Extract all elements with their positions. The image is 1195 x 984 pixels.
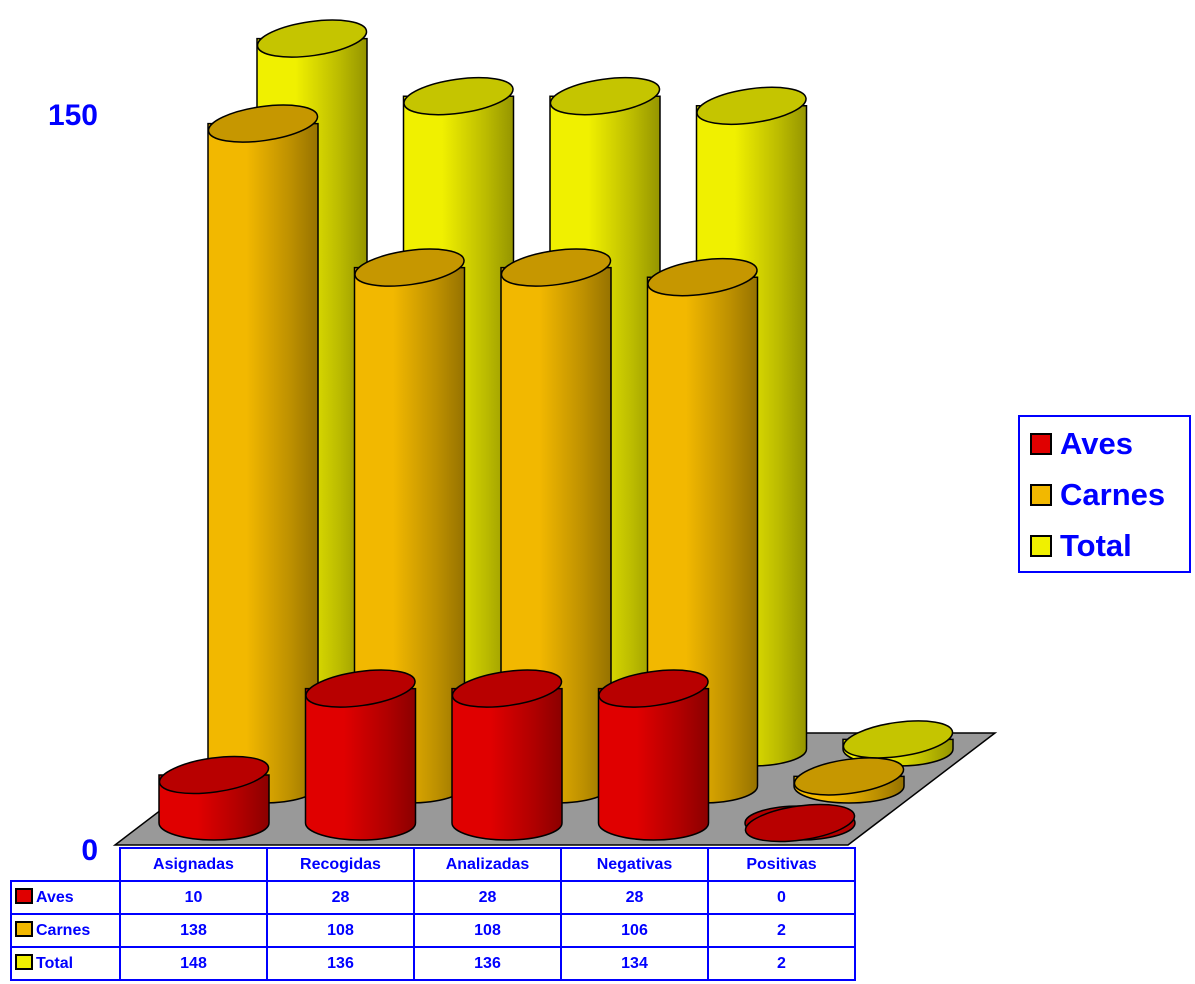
column-header: Positivas bbox=[707, 847, 856, 882]
data-table-row-total: Total 148 136 136 134 2 bbox=[10, 946, 856, 981]
bars-group bbox=[158, 19, 954, 843]
table-cell: 136 bbox=[266, 946, 415, 981]
data-table-row-carnes: Carnes 138 108 108 106 2 bbox=[10, 913, 856, 948]
bar-top-total-recogidas bbox=[403, 76, 514, 116]
table-cell: 10 bbox=[119, 880, 268, 915]
table-cell: 106 bbox=[560, 913, 709, 948]
data-table: Asignadas Recogidas Analizadas Negativas… bbox=[10, 847, 856, 981]
table-cell: 0 bbox=[707, 880, 856, 915]
column-header: Negativas bbox=[560, 847, 709, 882]
bar-aves-analizadas bbox=[451, 669, 563, 841]
legend-item-aves: Aves bbox=[1020, 420, 1189, 468]
bar-carnes-analizadas bbox=[500, 248, 612, 804]
row-swatch-carnes bbox=[15, 921, 33, 937]
bar-aves-positivas bbox=[744, 803, 856, 843]
bar-top-carnes-asignadas bbox=[207, 104, 319, 143]
table-cell: 28 bbox=[413, 880, 562, 915]
table-cell: 134 bbox=[560, 946, 709, 981]
legend: Aves Carnes Total bbox=[1018, 415, 1191, 573]
legend-swatch-aves bbox=[1030, 433, 1052, 455]
bar-top-aves-recogidas bbox=[305, 669, 416, 708]
legend-swatch-total bbox=[1030, 535, 1052, 557]
row-label-carnes: Carnes bbox=[36, 922, 91, 939]
bar-top-carnes-analizadas bbox=[500, 248, 612, 287]
table-cell: 28 bbox=[560, 880, 709, 915]
y-tick-0: 0 bbox=[81, 834, 98, 867]
table-cell: 108 bbox=[266, 913, 415, 948]
row-swatch-total bbox=[15, 954, 33, 970]
bar-carnes-positivas bbox=[793, 757, 905, 804]
bar-top-carnes-recogidas bbox=[354, 248, 465, 287]
table-cell: 2 bbox=[707, 913, 856, 948]
bar-aves-negativas bbox=[597, 669, 710, 841]
data-table-corner bbox=[11, 848, 120, 881]
legend-label-total: Total bbox=[1060, 528, 1132, 563]
bar-top-total-asignadas bbox=[256, 19, 368, 58]
bar-top-aves-asignadas bbox=[158, 755, 270, 795]
bar-aves-recogidas bbox=[304, 669, 417, 841]
table-cell: 28 bbox=[266, 880, 415, 915]
table-cell: 136 bbox=[413, 946, 562, 981]
row-label-total: Total bbox=[36, 955, 74, 972]
bar-top-total-positivas bbox=[842, 720, 954, 759]
bar-top-aves-negativas bbox=[598, 669, 709, 708]
bar-top-carnes-positivas bbox=[793, 757, 905, 796]
bar-body-aves-negativas bbox=[597, 687, 710, 841]
bar-carnes-recogidas bbox=[353, 248, 466, 804]
bar-top-total-negativas bbox=[696, 86, 807, 126]
y-tick-150: 150 bbox=[48, 99, 98, 132]
bar-body-aves-analizadas bbox=[451, 687, 563, 841]
data-table-header-row: Asignadas Recogidas Analizadas Negativas… bbox=[11, 847, 856, 882]
row-label-aves: Aves bbox=[36, 889, 74, 906]
bar-carnes-asignadas bbox=[207, 104, 319, 804]
column-header: Asignadas bbox=[119, 847, 268, 882]
row-header-aves: Aves bbox=[10, 880, 121, 915]
column-header: Recogidas bbox=[266, 847, 415, 882]
bar-top-aves-positivas bbox=[744, 803, 856, 843]
bar-body-aves-recogidas bbox=[304, 687, 417, 841]
bar-top-aves-analizadas bbox=[451, 669, 563, 708]
legend-swatch-carnes bbox=[1030, 484, 1052, 506]
legend-item-total: Total bbox=[1020, 522, 1189, 570]
table-cell: 108 bbox=[413, 913, 562, 948]
row-header-carnes: Carnes bbox=[10, 913, 121, 948]
bar-top-total-analizadas bbox=[549, 76, 661, 116]
table-cell: 2 bbox=[707, 946, 856, 981]
bar-top-carnes-negativas bbox=[647, 257, 758, 297]
table-cell: 138 bbox=[119, 913, 268, 948]
bar-aves-asignadas bbox=[158, 755, 270, 841]
bar-body-carnes-asignadas bbox=[207, 122, 319, 804]
legend-label-aves: Aves bbox=[1060, 426, 1133, 461]
row-header-total: Total bbox=[10, 946, 121, 981]
data-table-row-aves: Aves 10 28 28 28 0 bbox=[10, 880, 856, 915]
legend-label-carnes: Carnes bbox=[1060, 477, 1166, 512]
row-swatch-aves bbox=[15, 888, 33, 904]
legend-item-carnes: Carnes bbox=[1020, 471, 1189, 519]
column-header: Analizadas bbox=[413, 847, 562, 882]
table-cell: 148 bbox=[119, 946, 268, 981]
